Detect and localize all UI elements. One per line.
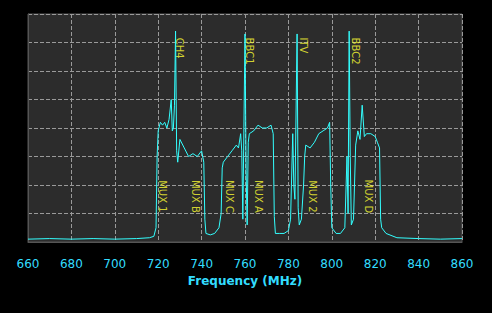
svg-text:MUX 2: MUX 2: [307, 180, 318, 212]
svg-text:780: 780: [277, 257, 300, 271]
svg-text:MUX D: MUX D: [363, 180, 374, 214]
svg-text:MUX A: MUX A: [253, 180, 264, 213]
svg-text:MUX C: MUX C: [224, 180, 235, 213]
svg-text:820: 820: [364, 257, 387, 271]
svg-text:720: 720: [147, 257, 170, 271]
svg-text:MUX 1: MUX 1: [157, 180, 168, 212]
svg-text:740: 740: [190, 257, 213, 271]
svg-text:CH4: CH4: [174, 37, 186, 59]
svg-text:860: 860: [451, 257, 474, 271]
svg-text:700: 700: [103, 257, 126, 271]
svg-text:MUX B: MUX B: [190, 180, 201, 213]
svg-text:Frequency (MHz): Frequency (MHz): [188, 274, 302, 288]
svg-text:660: 660: [17, 257, 40, 271]
svg-text:800: 800: [320, 257, 343, 271]
svg-text:BBC1: BBC1: [243, 37, 255, 65]
svg-text:BBC2: BBC2: [350, 38, 361, 65]
svg-text:760: 760: [234, 257, 257, 271]
svg-text:840: 840: [407, 257, 430, 271]
svg-text:ITV: ITV: [298, 37, 309, 53]
svg-text:680: 680: [60, 257, 83, 271]
